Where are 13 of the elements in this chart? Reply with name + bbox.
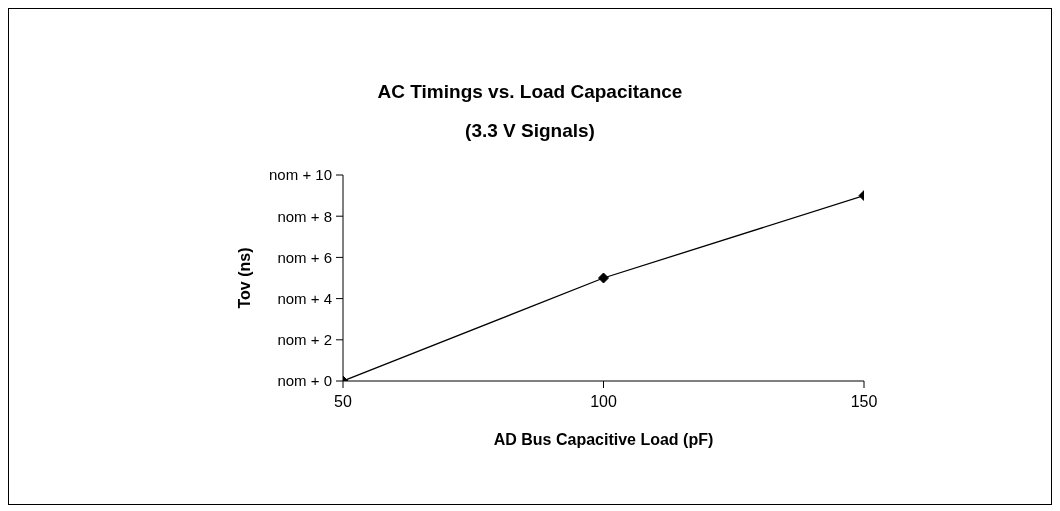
chart-subtitle: (3.3 V Signals) (464, 120, 596, 142)
x-tick-label: 100 (590, 393, 617, 411)
y-tick-label: nom + 10 (269, 166, 332, 184)
y-tick-label: nom + 4 (277, 289, 332, 307)
x-axis-title: AD Bus Capacitive Load (pF) (492, 431, 715, 449)
x-tick-label: 150 (850, 393, 878, 411)
chart-title: AC Timings vs. Load Capacitance (376, 81, 684, 103)
x-tick-label: 50 (334, 393, 352, 411)
y-tick-label: nom + 2 (277, 331, 332, 349)
y-tick-label: nom + 8 (277, 207, 332, 225)
y-axis-title: Tov (ns) (236, 247, 254, 309)
y-tick-label: nom + 0 (277, 372, 332, 390)
y-tick-label: nom + 6 (277, 248, 332, 266)
